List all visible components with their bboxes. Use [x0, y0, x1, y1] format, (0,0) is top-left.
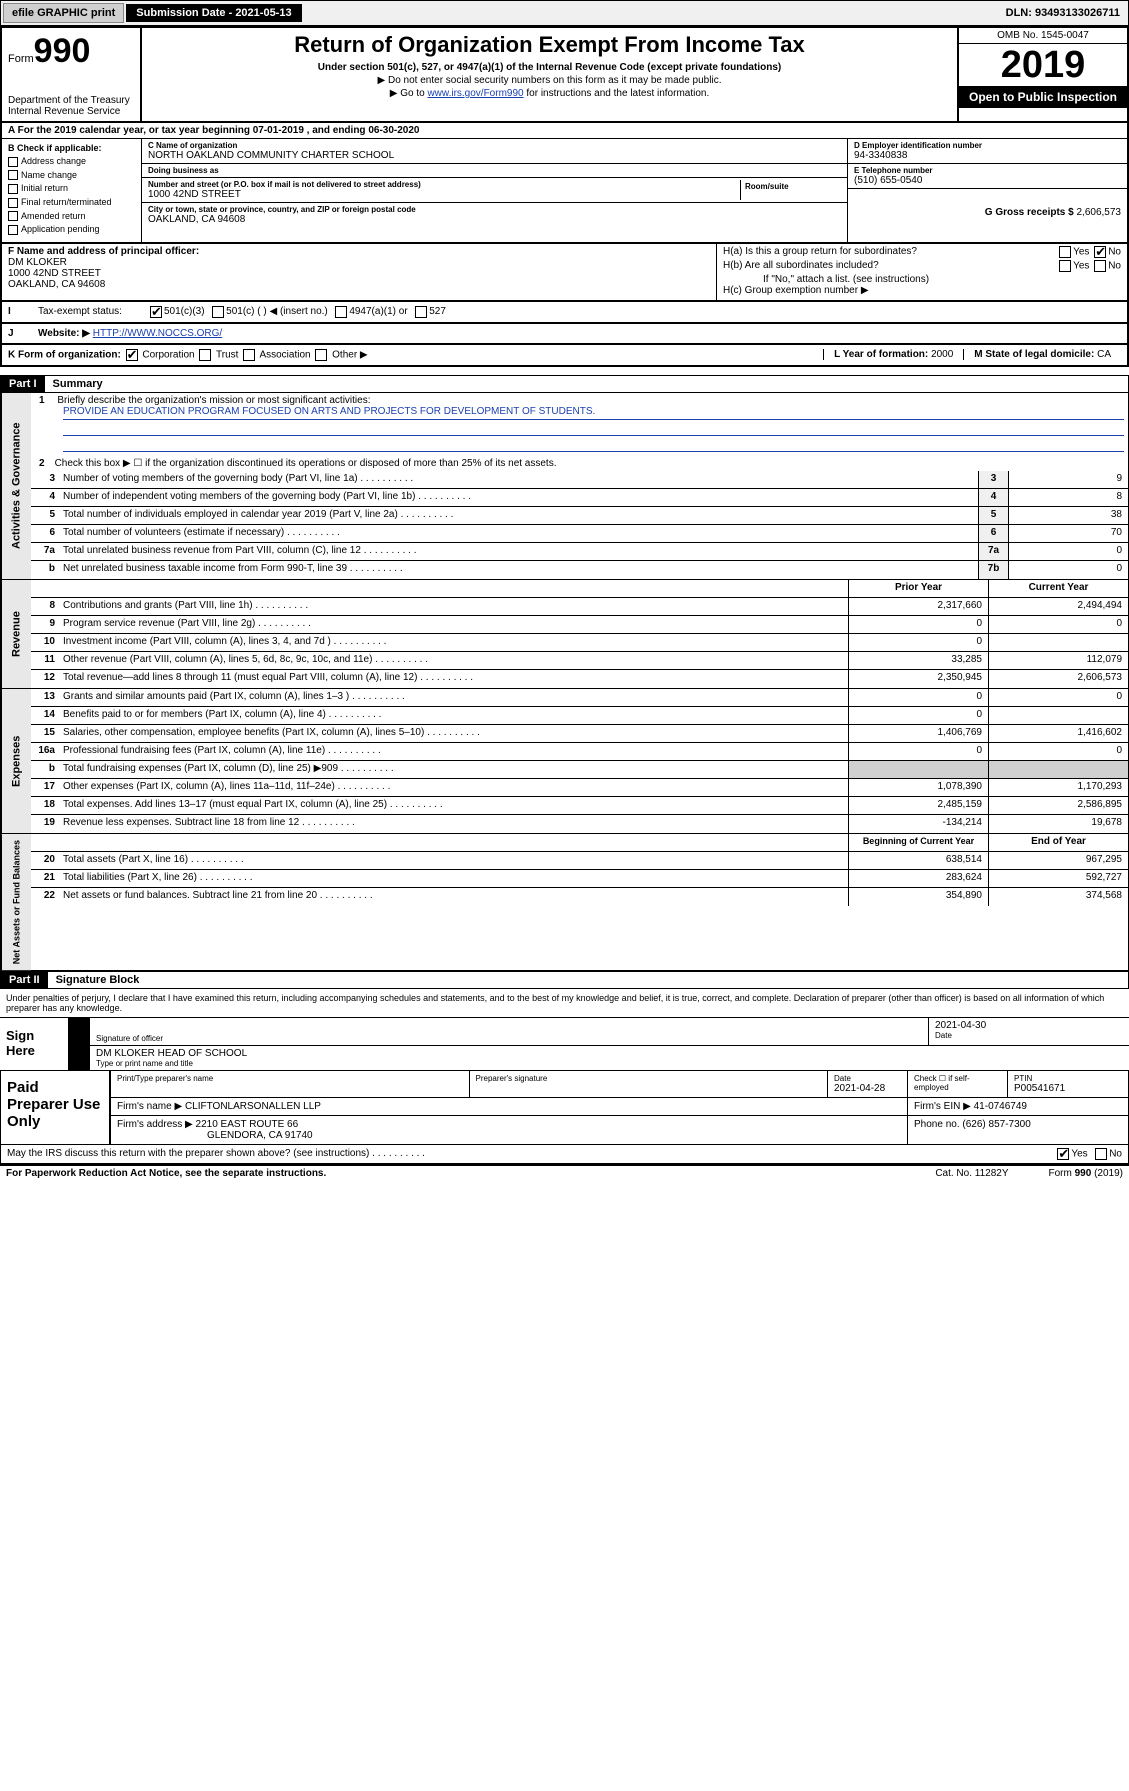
form-subtitle: Under section 501(c), 527, or 4947(a)(1)… — [152, 62, 947, 73]
form-title: Return of Organization Exempt From Incom… — [152, 32, 947, 58]
submission-date: Submission Date - 2021-05-13 — [126, 4, 301, 22]
dept-treasury: Department of the Treasury Internal Reve… — [8, 95, 134, 117]
omb-number: OMB No. 1545-0047 — [959, 28, 1127, 44]
block-f-h: F Name and address of principal officer:… — [0, 244, 1129, 302]
instr-ssn: ▶ Do not enter social security numbers o… — [152, 75, 947, 86]
ein: 94-3340838 — [854, 150, 1121, 161]
period-row: A For the 2019 calendar year, or tax yea… — [0, 123, 1129, 139]
discuss-row: May the IRS discuss this return with the… — [0, 1145, 1129, 1164]
telephone: (510) 655-0540 — [854, 175, 1121, 186]
box-f: F Name and address of principal officer:… — [2, 244, 717, 300]
form-version: Form 990 (2019) — [1049, 1168, 1123, 1179]
topbar: efile GRAPHIC print Submission Date - 20… — [0, 0, 1129, 26]
instr-link: ▶ Go to www.irs.gov/Form990 for instruct… — [152, 88, 947, 99]
officer-name-title: DM KLOKER HEAD OF SCHOOL — [96, 1048, 1123, 1059]
box-defg: D Employer identification number 94-3340… — [847, 139, 1127, 242]
row-i: I Tax-exempt status: 501(c)(3) 501(c) ( … — [0, 302, 1129, 324]
netassets-section: Net Assets or Fund Balances Beginning of… — [0, 834, 1129, 971]
governance-section: Activities & Governance 1 Briefly descri… — [0, 393, 1129, 580]
row-j: J Website: ▶ HTTP://WWW.NOCCS.ORG/ — [0, 324, 1129, 345]
mission-text: PROVIDE AN EDUCATION PROGRAM FOCUSED ON … — [63, 406, 1124, 420]
year-formation: 2000 — [931, 349, 953, 360]
footer: For Paperwork Reduction Act Notice, see … — [0, 1164, 1129, 1181]
org-name: NORTH OAKLAND COMMUNITY CHARTER SCHOOL — [148, 150, 841, 161]
officer-name: DM KLOKER — [8, 257, 710, 268]
box-c: C Name of organization NORTH OAKLAND COM… — [142, 139, 847, 242]
part-ii-header: Part II Signature Block — [0, 971, 1129, 989]
website-link[interactable]: HTTP://WWW.NOCCS.ORG/ — [93, 328, 222, 339]
preparer-phone: (626) 857-7300 — [962, 1119, 1030, 1130]
irs-link[interactable]: www.irs.gov/Form990 — [427, 88, 523, 99]
discuss-yes-checkbox[interactable] — [1057, 1148, 1069, 1160]
form-number: Form990 — [8, 32, 134, 71]
paid-preparer-block: Paid Preparer Use Only Print/Type prepar… — [0, 1070, 1129, 1145]
firm-ein: 41-0746749 — [974, 1101, 1027, 1112]
efile-button[interactable]: efile GRAPHIC print — [3, 3, 124, 23]
org-city: OAKLAND, CA 94608 — [148, 214, 841, 225]
revenue-section: Revenue Prior YearCurrent Year 8Contribu… — [0, 580, 1129, 689]
state-domicile: CA — [1097, 349, 1111, 360]
dln-label: DLN: 93493133026711 — [998, 4, 1128, 22]
ptin: P00541671 — [1014, 1083, 1122, 1094]
part-i-header: Part I Summary — [0, 375, 1129, 393]
row-k-l-m: K Form of organization: Corporation Trus… — [0, 345, 1129, 367]
open-public: Open to Public Inspection — [959, 86, 1127, 108]
501c3-checkbox[interactable] — [150, 306, 162, 318]
org-street: 1000 42ND STREET — [148, 189, 740, 200]
gross-receipts: 2,606,573 — [1077, 207, 1122, 218]
tax-year: 2019 — [959, 44, 1127, 86]
expenses-section: Expenses 13Grants and similar amounts pa… — [0, 689, 1129, 834]
perjury-statement: Under penalties of perjury, I declare th… — [0, 989, 1129, 1017]
form-header: Form990 Department of the Treasury Inter… — [0, 26, 1129, 123]
box-h: H(a) Is this a group return for subordin… — [717, 244, 1127, 300]
box-b: B Check if applicable: Address change Na… — [2, 139, 142, 242]
block-b-c: B Check if applicable: Address change Na… — [0, 139, 1129, 244]
sign-here-block: Sign Here Signature of officer 2021-04-3… — [0, 1017, 1129, 1070]
firm-name: CLIFTONLARSONALLEN LLP — [185, 1101, 321, 1112]
